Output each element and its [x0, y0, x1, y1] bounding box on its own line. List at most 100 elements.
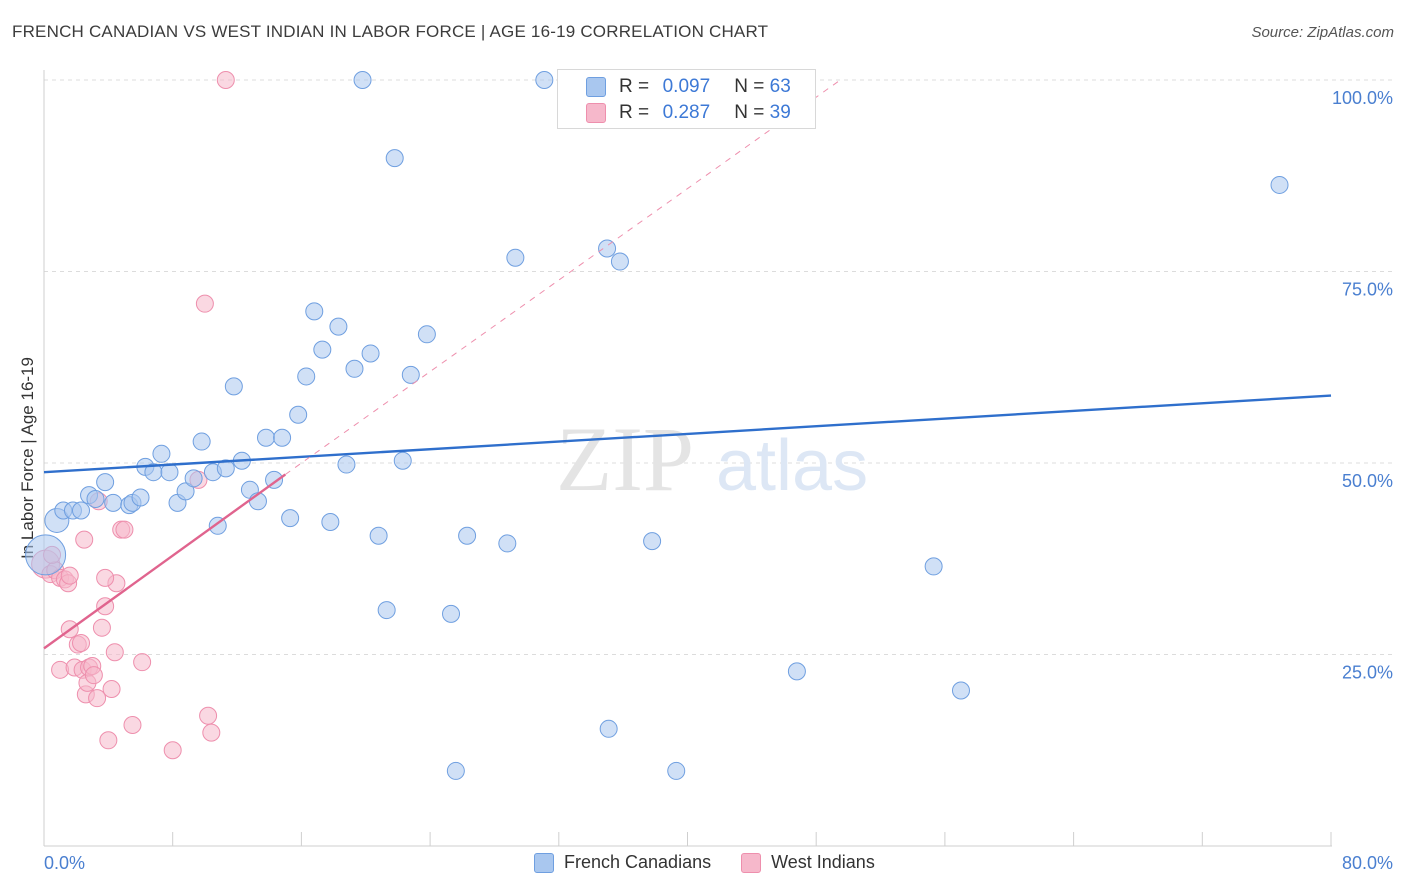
- data-point: [257, 428, 276, 447]
- trend-line-blue: [43, 394, 1332, 474]
- data-point: [610, 252, 629, 271]
- data-point: [442, 604, 461, 623]
- data-point: [84, 666, 103, 685]
- n-value: 63: [769, 76, 791, 97]
- legend-swatch-blue: [534, 852, 554, 873]
- data-point: [224, 377, 243, 396]
- data-point: [133, 653, 152, 672]
- data-point: [401, 365, 420, 384]
- x-tick-labels: 0.0% 80.0%: [44, 853, 1393, 873]
- data-point: [265, 470, 284, 489]
- data-point: [176, 482, 195, 501]
- data-point: [25, 534, 67, 576]
- data-point: [361, 344, 380, 363]
- data-point: [321, 512, 340, 531]
- legend-item-french-canadians[interactable]: French Canadians: [534, 852, 711, 873]
- data-point: [297, 367, 316, 386]
- y-tick-labels: 25.0% 50.0% 75.0% 100.0%: [1332, 88, 1393, 683]
- west-indians-points: [31, 71, 235, 760]
- data-point: [102, 679, 121, 698]
- y-tick-label: 100.0%: [1332, 88, 1393, 108]
- data-point: [385, 149, 404, 168]
- n-value: 39: [769, 102, 791, 123]
- r-label: R =: [619, 102, 650, 123]
- y-tick-label: 75.0%: [1342, 280, 1393, 300]
- data-point: [192, 432, 211, 451]
- data-point: [951, 681, 970, 700]
- data-point: [417, 325, 436, 344]
- data-point: [99, 731, 118, 750]
- data-point: [599, 719, 618, 738]
- data-point: [506, 248, 525, 267]
- data-point: [393, 451, 412, 470]
- data-point: [96, 473, 115, 492]
- data-point: [60, 566, 79, 585]
- data-point: [75, 530, 94, 549]
- data-point: [216, 459, 235, 478]
- data-point: [329, 317, 348, 336]
- data-point: [337, 455, 356, 474]
- data-point: [377, 601, 396, 620]
- data-point: [313, 340, 332, 359]
- data-point: [458, 526, 477, 545]
- stats-legend: R = 0.097 N = 63 R = 0.287 N = 39: [557, 69, 816, 129]
- data-point: [88, 689, 107, 708]
- pink-stats-swatch: [586, 103, 606, 123]
- data-point: [345, 359, 364, 378]
- data-point: [787, 662, 806, 681]
- stats-row-west-indians: R = 0.287 N = 39: [619, 102, 791, 124]
- r-value: 0.097: [662, 76, 711, 97]
- r-label: R =: [619, 76, 650, 97]
- n-label: N =: [734, 102, 765, 123]
- r-value: 0.287: [662, 102, 711, 123]
- data-point: [195, 294, 214, 313]
- data-point: [216, 71, 235, 89]
- data-point: [72, 501, 91, 520]
- data-point: [104, 493, 123, 512]
- data-point: [163, 741, 182, 760]
- blue-stats-swatch: [586, 77, 606, 97]
- data-point: [446, 761, 465, 780]
- data-point: [184, 469, 203, 488]
- data-point: [96, 568, 115, 587]
- watermark-atlas: atlas: [716, 426, 868, 506]
- data-point: [353, 71, 372, 89]
- data-point: [498, 534, 517, 553]
- trend-line-extension: [285, 79, 841, 475]
- data-point: [598, 239, 617, 258]
- legend-label: West Indians: [771, 852, 875, 872]
- legend-swatch-pink: [741, 852, 762, 873]
- stats-row-french-canadians: R = 0.097 N = 63: [619, 76, 791, 98]
- data-point: [152, 444, 171, 463]
- data-point: [924, 557, 943, 576]
- watermark: ZIP atlas: [556, 408, 868, 510]
- data-point: [123, 715, 142, 734]
- data-point: [72, 634, 91, 653]
- data-point: [369, 526, 388, 545]
- legend-item-west-indians[interactable]: West Indians: [741, 852, 875, 873]
- data-point: [281, 509, 300, 528]
- x-tick-label: 0.0%: [44, 853, 85, 873]
- x-tick-marks: [43, 832, 1332, 846]
- data-point: [535, 71, 554, 89]
- trend-line-pink: [43, 473, 287, 650]
- data-point: [92, 618, 111, 637]
- gridlines: [44, 79, 1392, 655]
- n-label: N =: [734, 76, 765, 97]
- source-label: Source: ZipAtlas.com: [1251, 24, 1394, 41]
- bottom-legend: French Canadians West Indians: [534, 852, 905, 873]
- data-point: [643, 532, 662, 551]
- data-point: [105, 643, 124, 662]
- data-point: [131, 488, 150, 507]
- data-point: [86, 490, 105, 509]
- data-point: [667, 761, 686, 780]
- data-point: [305, 302, 324, 321]
- data-point: [273, 428, 292, 447]
- watermark-zip: ZIP: [556, 408, 694, 510]
- trend-lines: [43, 79, 1332, 650]
- data-point: [289, 405, 308, 424]
- data-point: [1270, 175, 1289, 194]
- data-point: [115, 520, 134, 539]
- y-tick-label: 25.0%: [1342, 663, 1393, 683]
